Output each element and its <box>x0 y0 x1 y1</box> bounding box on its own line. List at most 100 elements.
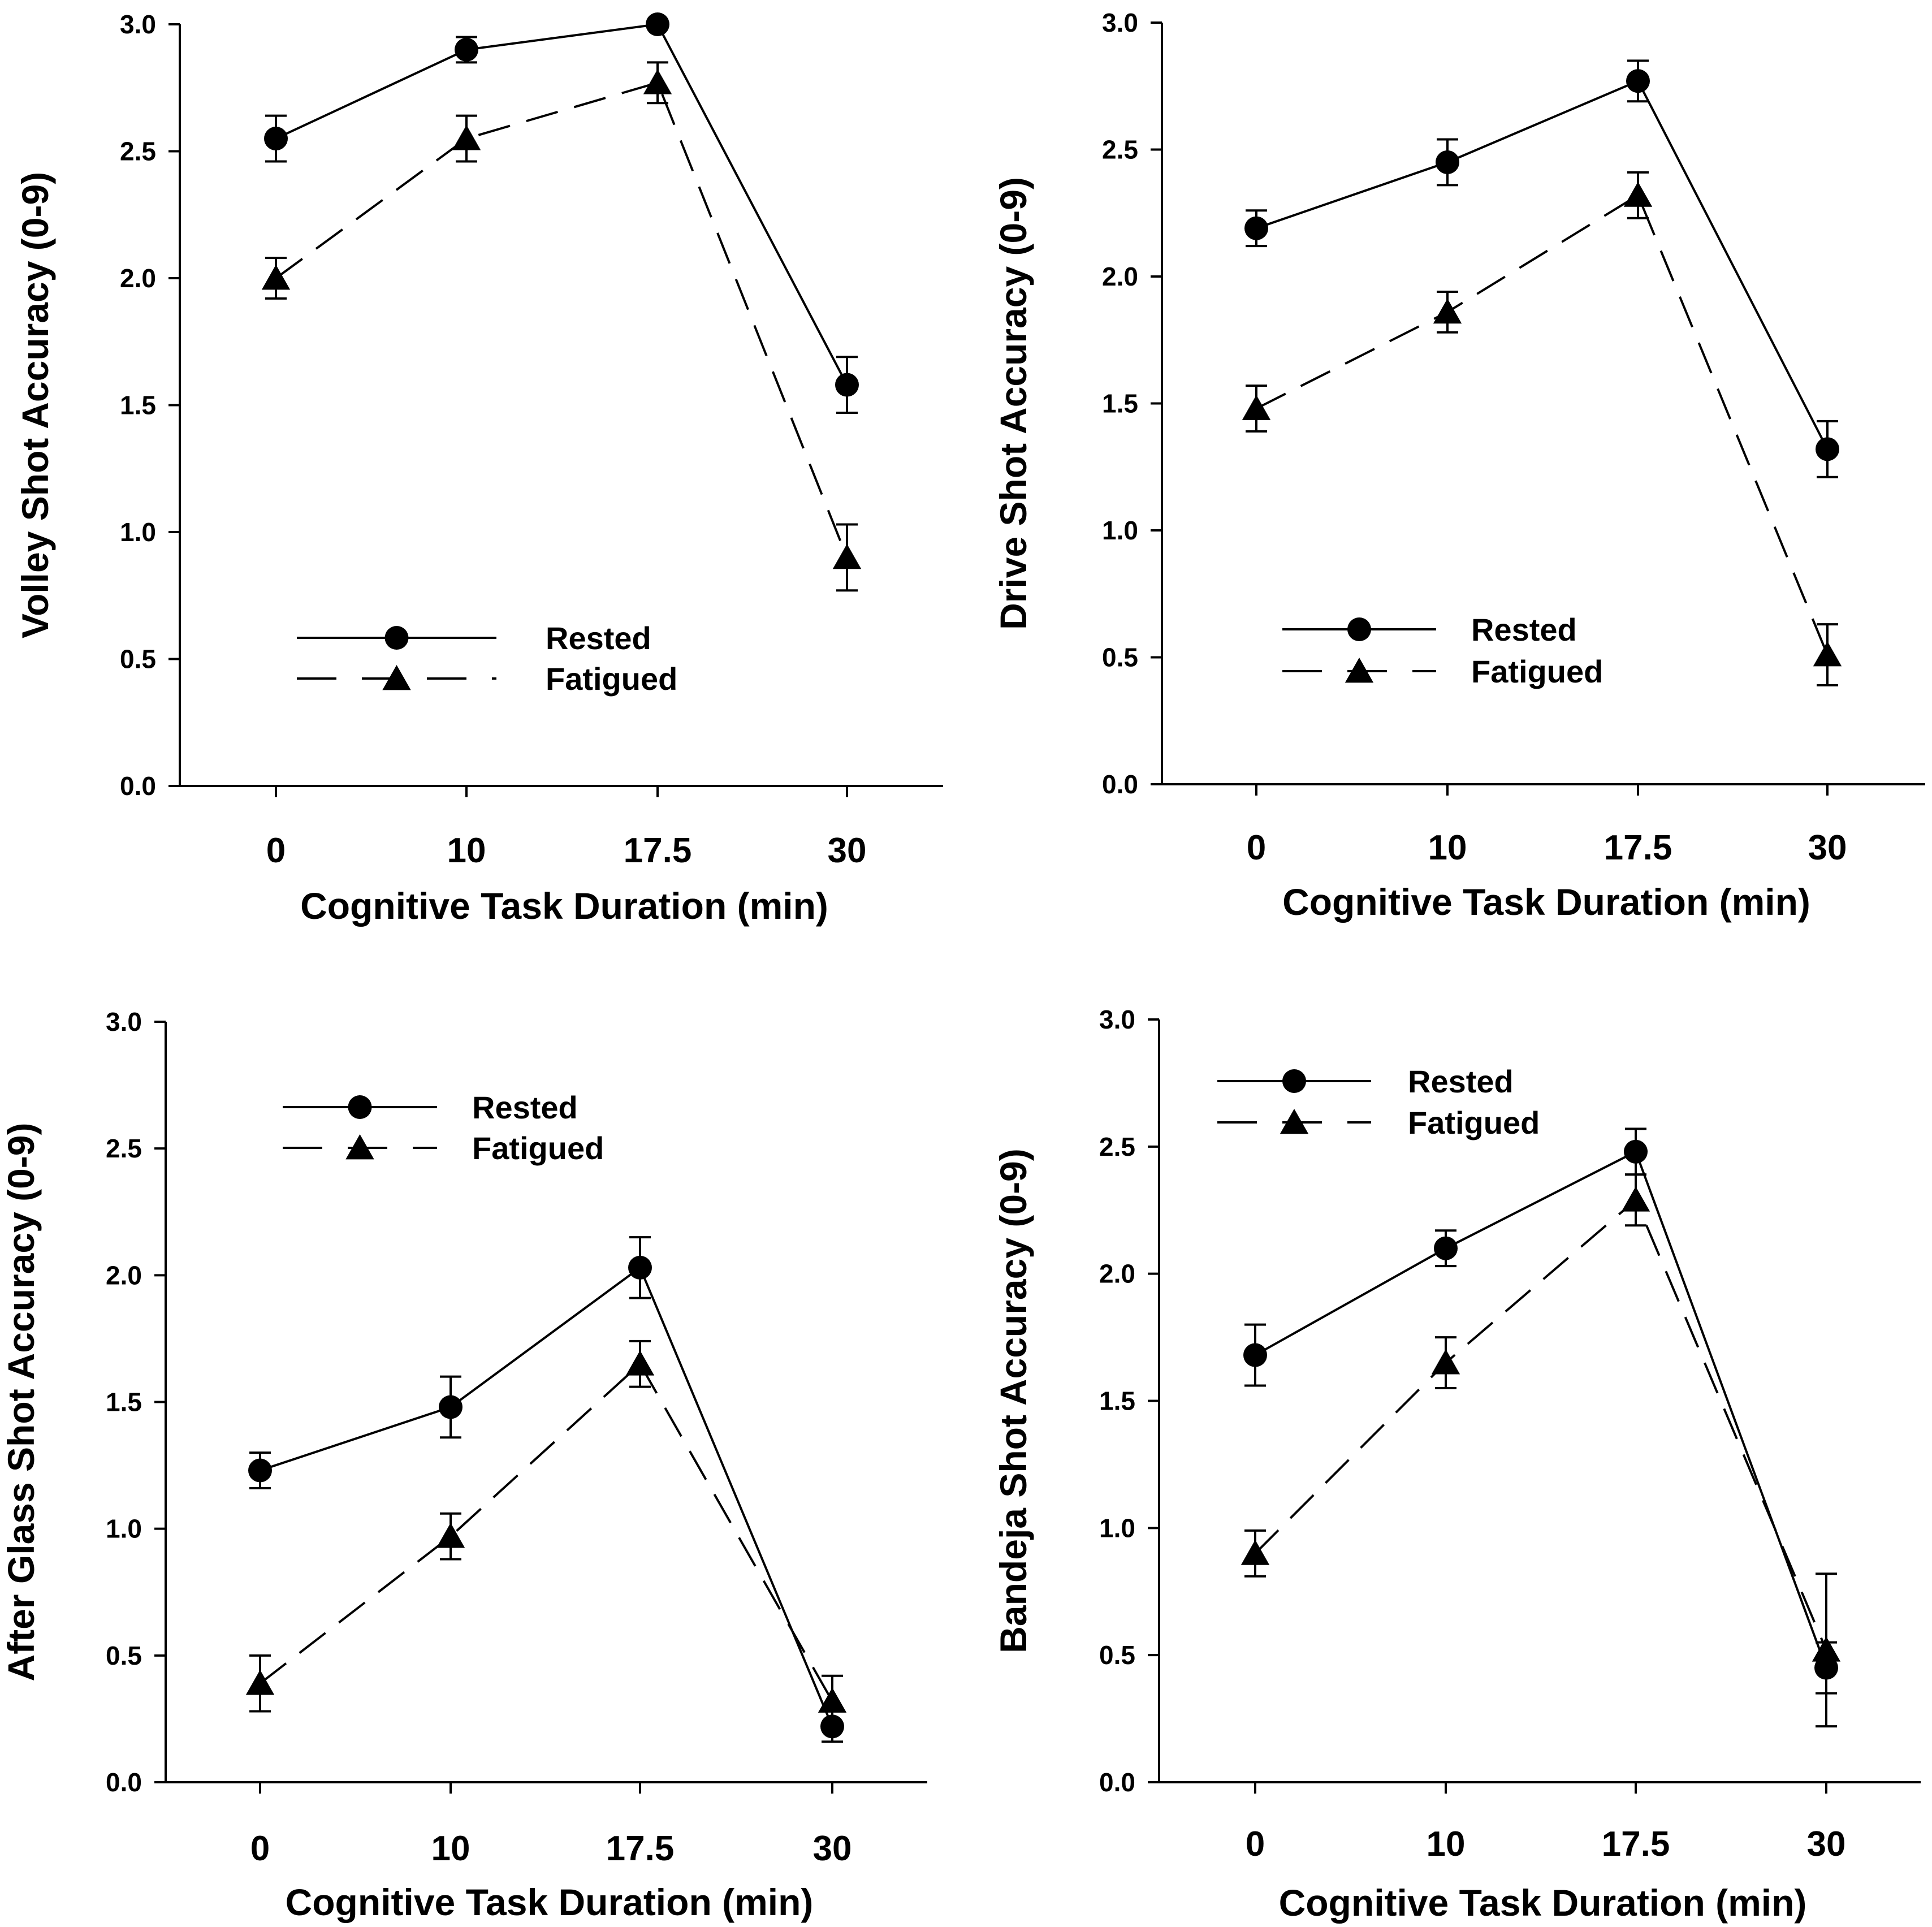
y-tick-label: 3.0 <box>106 1007 142 1036</box>
y-tick-label: 2.5 <box>106 1134 142 1163</box>
legend-marker-fatigued <box>1280 1109 1309 1134</box>
fatigued-data-point <box>1431 1349 1460 1375</box>
y-tick-label: 1.5 <box>106 1388 142 1417</box>
fatigued-series-line <box>275 81 848 558</box>
fatigued-data-point <box>818 1687 847 1713</box>
rested-data-point <box>248 1458 272 1483</box>
fatigued-data-point <box>1433 298 1462 324</box>
x-tick-label: 10 <box>1427 1825 1466 1864</box>
rested-data-point <box>1816 437 1839 461</box>
drive-panel: 0.0 0.5 1.0 1.5 2.0 2.5 3.0 0 10 17.5 30 Cognitive … <box>992 8 1925 923</box>
y-tick-label: 2.5 <box>120 137 156 166</box>
rested-series <box>1244 59 1839 478</box>
rested-data-point <box>646 12 669 36</box>
y-tick-label: 1.0 <box>120 517 156 547</box>
fatigued-data-point <box>625 1350 655 1376</box>
fatigued-series <box>261 61 862 592</box>
fatigued-data-point <box>1813 641 1842 667</box>
fatigued-data-point <box>1242 395 1271 420</box>
rested-data-point <box>1624 1139 1648 1164</box>
fatigued-series <box>245 1340 847 1728</box>
y-tick-label: 2.0 <box>120 263 156 293</box>
fatigued-data-point <box>643 69 672 94</box>
rested-series <box>1243 1127 1838 1695</box>
y-tick-label: 1.0 <box>106 1514 142 1544</box>
bandeja-panel: 0.0 0.5 1.0 1.5 2.0 2.5 3.0 0 10 17.5 30Cognitive … <box>992 1005 1921 1924</box>
x-tick-label: 10 <box>1428 828 1467 867</box>
y-tick-label: 3.0 <box>1099 1005 1135 1034</box>
y-tick-label: 0.5 <box>1102 643 1138 672</box>
y-tick-label: 2.0 <box>106 1260 142 1290</box>
legend-label-fatigued: Fatigued <box>546 661 677 697</box>
legend-marker-rested <box>348 1095 372 1119</box>
x-tick-label: 30 <box>828 831 867 870</box>
rested-data-point <box>439 1395 463 1419</box>
y-tick-label: 2.5 <box>1099 1132 1135 1161</box>
x-tick-label: 17.5 <box>624 831 692 870</box>
fatigued-data-point <box>452 125 481 150</box>
x-tick-label: 0 <box>1246 1825 1265 1864</box>
y-tick-label: 1.0 <box>1099 1513 1135 1543</box>
rested-data-point <box>835 373 859 397</box>
fatigued-data-point <box>245 1670 275 1695</box>
fatigued-data-point <box>261 265 291 290</box>
y-axis-title: Volley Shot Accuracy (0-9) <box>14 172 56 638</box>
legend-label-fatigued: Fatigued <box>1471 654 1603 689</box>
x-tick-label: 0 <box>1247 828 1266 867</box>
fatigued-data-point <box>1623 182 1653 207</box>
fatigued-series <box>1242 171 1842 686</box>
legend-marker-fatigued <box>345 1134 374 1160</box>
legend-label-rested: Rested <box>1408 1064 1514 1099</box>
rested-data-point <box>1243 1343 1267 1367</box>
y-tick-label: 1.5 <box>1102 389 1138 418</box>
fatigued-series-line <box>1254 1198 1827 1651</box>
rested-series-line <box>260 1265 833 1727</box>
y-tick-label: 0.0 <box>1102 770 1138 799</box>
legend-label-rested: Rested <box>546 620 651 656</box>
y-tick-label: 2.0 <box>1099 1259 1135 1289</box>
x-tick-label: 17.5 <box>606 1829 675 1868</box>
x-axis-title: Cognitive Task Duration (min) <box>300 885 828 927</box>
x-tick-label: 30 <box>813 1829 852 1868</box>
legend-marker-rested <box>1347 617 1371 641</box>
rested-data-point <box>1434 1236 1458 1260</box>
rested-data-point <box>1244 216 1268 240</box>
y-tick-label: 2.5 <box>1102 135 1138 165</box>
x-axis-title: Cognitive Task Duration (min) <box>1279 1882 1807 1924</box>
y-tick-label: 1.5 <box>120 391 156 420</box>
legend: Rested Fatigued <box>283 1090 604 1166</box>
fatigued-data-point <box>1812 1636 1841 1662</box>
x-tick-label: 10 <box>447 831 486 870</box>
rested-data-point <box>264 127 288 151</box>
y-axis-title: Drive Shot Accuracy (0-9) <box>992 177 1034 630</box>
y-tick-label: 0.5 <box>1099 1640 1135 1670</box>
legend-label-fatigued: Fatigued <box>1408 1105 1540 1140</box>
fatigued-data-point <box>1241 1540 1270 1565</box>
x-tick-label: 10 <box>431 1829 470 1868</box>
legend-label-rested: Rested <box>1471 612 1577 647</box>
legend-label-fatigued: Fatigued <box>472 1130 604 1166</box>
legend-label-rested: Rested <box>472 1090 578 1125</box>
y-tick-label: 0.5 <box>106 1641 142 1670</box>
volley-panel: 0.0 0.5 1.0 1.5 2.0 2.5 3.0 0 10 17.5 30Cognitive … <box>14 10 943 927</box>
legend: Rested Fatigued <box>297 620 677 697</box>
rested-series <box>264 12 859 414</box>
legend: Rested Fatigued <box>1217 1064 1540 1140</box>
y-tick-label: 0.0 <box>1099 1768 1135 1797</box>
x-tick-label: 30 <box>1808 828 1847 867</box>
fatigued-data-point <box>1621 1186 1650 1212</box>
y-tick-label: 1.0 <box>1102 516 1138 545</box>
y-tick-label: 2.0 <box>1102 262 1138 291</box>
rested-data-point <box>455 37 478 62</box>
x-tick-label: 0 <box>250 1829 270 1868</box>
legend: Rested Fatigued <box>1282 612 1603 689</box>
fatigued-series-line <box>259 1362 833 1702</box>
y-tick-label: 3.0 <box>1102 8 1138 37</box>
x-axis-title: Cognitive Task Duration (min) <box>286 1881 814 1923</box>
rested-data-point <box>628 1255 652 1280</box>
rested-series-line <box>1256 79 1829 450</box>
legend-marker-rested <box>1282 1069 1306 1093</box>
x-tick-label: 0 <box>266 831 286 870</box>
fatigued-series <box>1241 1173 1841 1728</box>
rested-series-line <box>275 23 848 386</box>
